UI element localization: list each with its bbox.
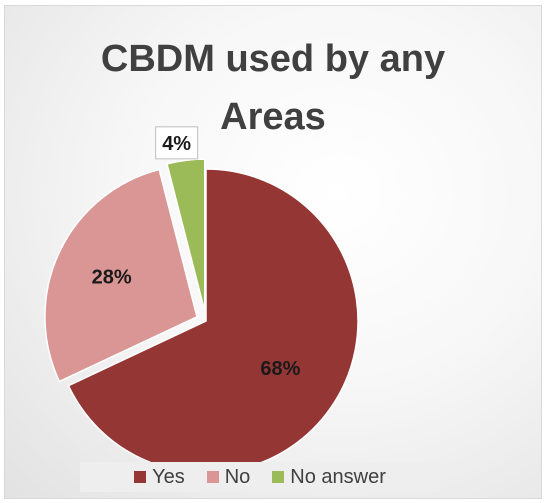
legend: Yes No No answer — [80, 462, 440, 492]
legend-item-yes: Yes — [134, 466, 185, 489]
data-label-text-no: 28% — [92, 267, 132, 289]
data-label-no-answer: 4% — [155, 126, 199, 160]
pie-slice-no-answer — [166, 158, 206, 312]
data-label-yes: 68% — [252, 352, 308, 385]
legend-swatch-no — [206, 471, 219, 483]
legend-swatch-no-answer — [272, 471, 285, 483]
legend-swatch-yes — [134, 471, 147, 483]
chart-title: CBDM used by any Areas — [0, 30, 546, 146]
legend-item-no: No — [206, 465, 251, 489]
chart-title-line-1: CBDM used by any — [100, 38, 446, 80]
pie-slice-yes — [67, 168, 359, 474]
legend-label-no: No — [224, 465, 251, 488]
data-label-box-no-answer — [155, 126, 199, 160]
data-label-text-no-answer: 4% — [162, 133, 191, 155]
chart-title-line-2: Areas — [220, 96, 326, 138]
data-label-box-yes — [252, 352, 308, 385]
data-label-no: 28% — [84, 260, 140, 293]
legend-label-no-answer: No answer — [290, 465, 386, 488]
data-label-box-no — [84, 260, 140, 293]
legend-label-yes: Yes — [152, 465, 185, 488]
data-label-text-yes: 68% — [260, 358, 300, 380]
legend-item-no-answer: No answer — [272, 466, 386, 489]
